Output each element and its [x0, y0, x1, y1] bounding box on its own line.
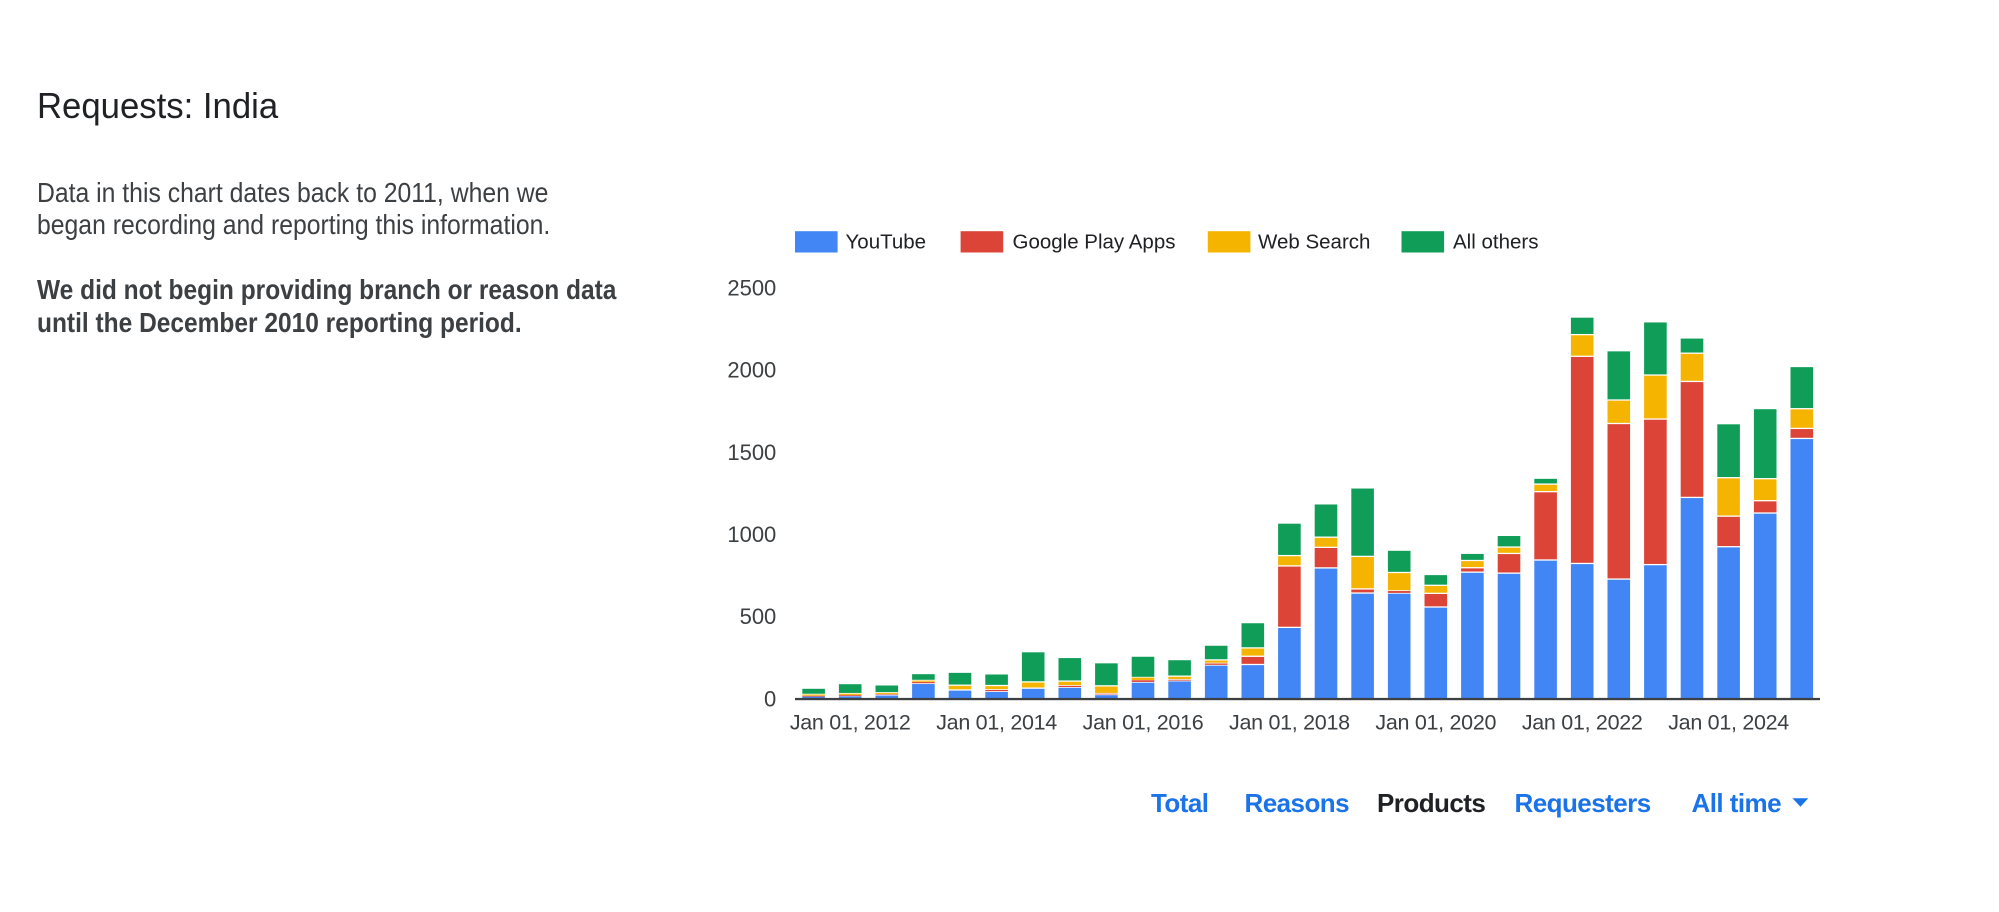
svg-text:500: 500	[740, 604, 777, 629]
svg-text:YouTube: YouTube	[846, 231, 927, 254]
svg-text:1500: 1500	[727, 440, 776, 465]
svg-text:2500: 2500	[727, 276, 776, 301]
svg-text:All others: All others	[1453, 231, 1538, 254]
svg-text:Jan 01, 2020: Jan 01, 2020	[1375, 710, 1496, 734]
svg-text:1000: 1000	[727, 522, 776, 547]
svg-text:Google Play Apps: Google Play Apps	[1013, 231, 1176, 254]
svg-text:Jan 01, 2022: Jan 01, 2022	[1522, 710, 1643, 734]
svg-text:Jan 01, 2024: Jan 01, 2024	[1668, 710, 1789, 734]
svg-text:Jan 01, 2018: Jan 01, 2018	[1229, 710, 1350, 734]
svg-text:Jan 01, 2016: Jan 01, 2016	[1083, 710, 1204, 734]
svg-text:2000: 2000	[727, 358, 776, 383]
svg-text:Web Search: Web Search	[1258, 231, 1370, 254]
svg-text:0: 0	[764, 686, 776, 711]
svg-text:Jan 01, 2014: Jan 01, 2014	[936, 710, 1057, 734]
svg-text:Jan 01, 2012: Jan 01, 2012	[790, 710, 911, 734]
